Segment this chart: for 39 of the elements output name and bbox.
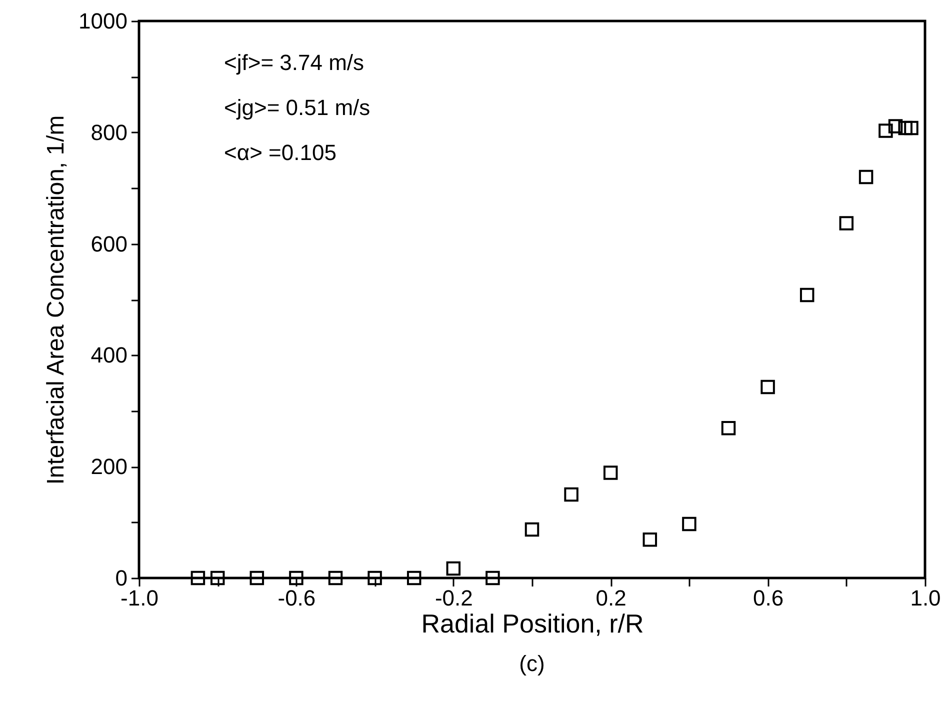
- annotation: <α> =0.105: [224, 140, 336, 165]
- x-tick-label: 0.6: [753, 586, 784, 610]
- point: [898, 120, 912, 136]
- point: [250, 570, 264, 586]
- x-tick-label: 1.0: [910, 586, 941, 610]
- x-tick-label: 0.2: [596, 586, 626, 610]
- point: [721, 421, 736, 436]
- point: [328, 570, 343, 586]
- point: [190, 570, 206, 586]
- point: [564, 487, 578, 502]
- x-axis-title: Radial Position, r/R: [421, 608, 644, 638]
- point: [858, 170, 874, 184]
- text: (c): [519, 651, 545, 676]
- point: [289, 570, 304, 586]
- point: [524, 522, 540, 537]
- annotation: <jf>= 3.74 m/s: [224, 50, 364, 75]
- point: [446, 561, 461, 576]
- x-tick-label: -0.6: [278, 586, 316, 610]
- y-axis-title: Interfacial Area Concentration, 1/m: [42, 115, 70, 485]
- point: [368, 570, 382, 586]
- point: [210, 570, 225, 586]
- y-tick-label: 1000: [78, 8, 128, 34]
- point: [878, 124, 893, 138]
- point: [800, 288, 814, 302]
- annotation: <jg>= 0.51 m/s: [224, 95, 370, 120]
- y-tick-label: 200: [90, 454, 128, 480]
- point: [904, 120, 918, 136]
- y-tick-label: 600: [90, 231, 128, 256]
- point: [682, 516, 696, 532]
- point: [603, 466, 618, 480]
- y-tick-label: 400: [90, 342, 128, 368]
- point: [642, 532, 658, 547]
- point: [839, 216, 854, 230]
- point: [486, 570, 500, 586]
- point: [888, 119, 903, 134]
- point: [406, 570, 422, 586]
- point: [760, 380, 775, 394]
- x-tick-label: -0.2: [434, 586, 473, 610]
- y-tick-label: 800: [90, 120, 128, 145]
